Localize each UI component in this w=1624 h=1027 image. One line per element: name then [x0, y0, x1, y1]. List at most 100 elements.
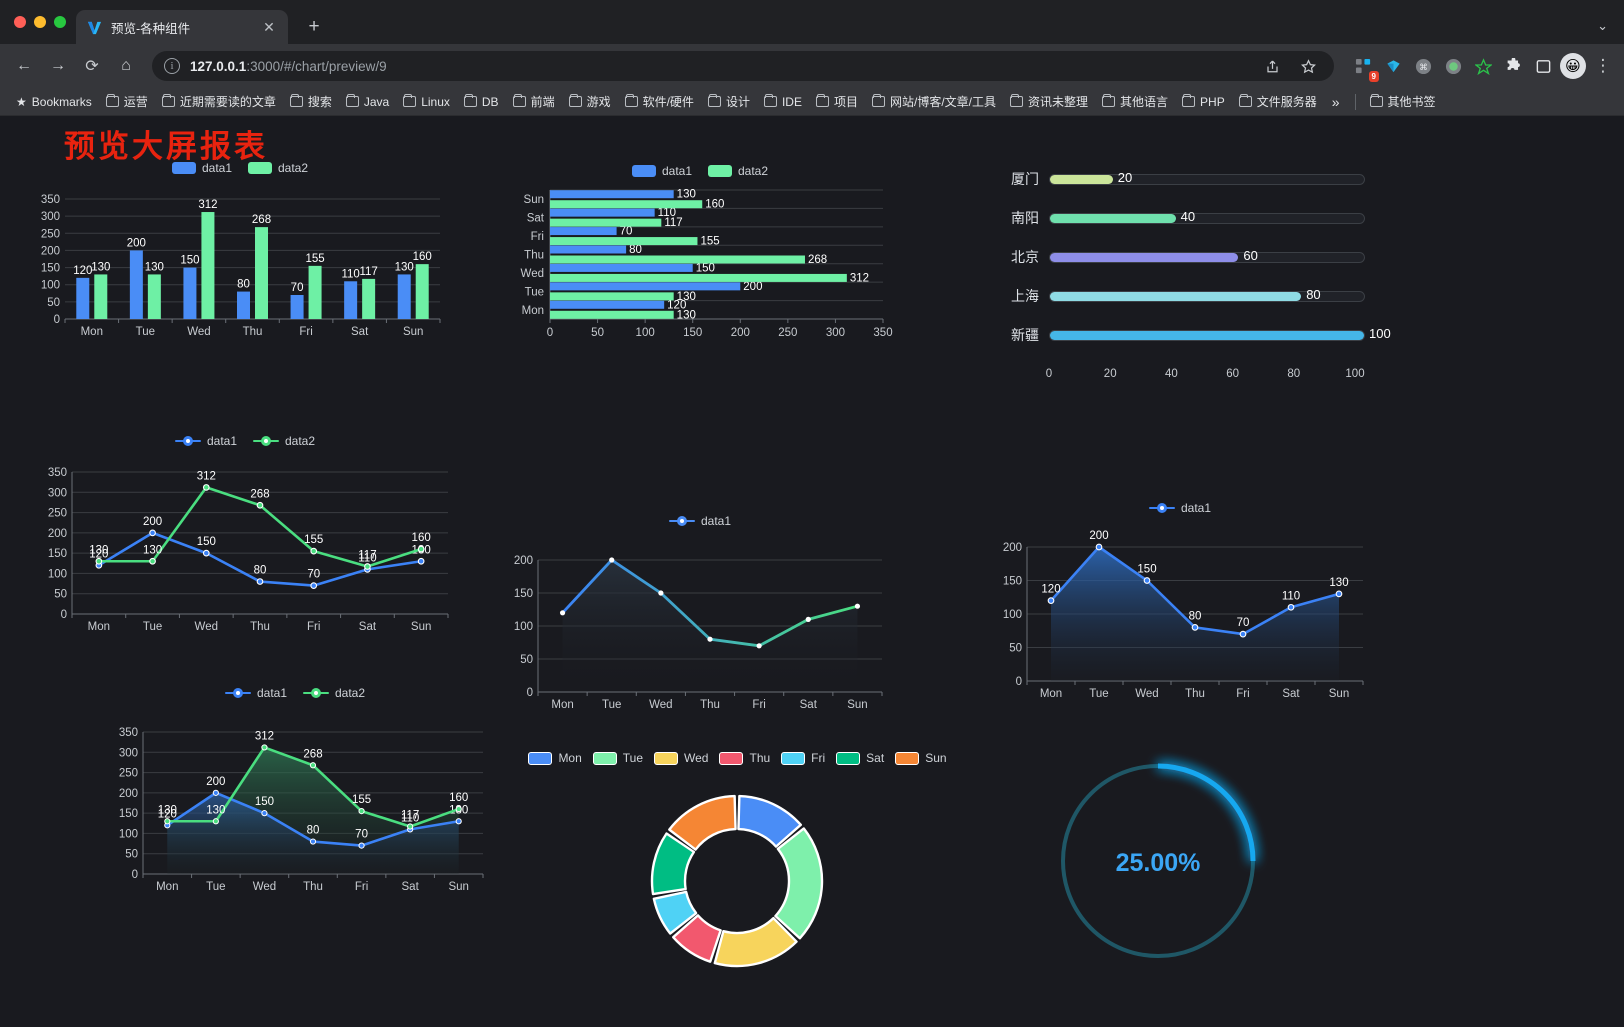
diamond-icon[interactable]: [1380, 53, 1406, 79]
svg-text:130: 130: [395, 261, 414, 273]
minimize-window-button[interactable]: [34, 16, 46, 28]
svg-text:250: 250: [41, 228, 60, 240]
legend-swatch-icon: [631, 165, 656, 177]
legend-item[interactable]: data1: [668, 514, 732, 528]
svg-text:0: 0: [547, 327, 553, 339]
svg-text:300: 300: [48, 487, 67, 499]
progress-bar-track[interactable]: 20: [1049, 170, 1365, 185]
progress-bar-track[interactable]: 100: [1049, 326, 1391, 341]
legend-item[interactable]: Wed: [654, 751, 708, 765]
sidepanel-icon[interactable]: [1530, 53, 1556, 79]
legend-item[interactable]: Sun: [895, 751, 947, 765]
chart-legend: data1: [985, 501, 1375, 515]
extensions-grid-icon[interactable]: 9: [1350, 53, 1379, 82]
progress-bar-row[interactable]: 厦门 20: [995, 166, 1365, 192]
legend-item[interactable]: Mon: [528, 751, 582, 765]
horizontal-bar-chart-svg[interactable]: 1201302001301503128026870155110117130160…: [505, 184, 895, 354]
bookmarks-overflow-button[interactable]: »: [1331, 93, 1340, 110]
legend-line-icon: [174, 436, 201, 446]
legend-item[interactable]: data1: [171, 161, 232, 175]
progress-bar-row[interactable]: 北京 60: [995, 244, 1365, 270]
bookmark-folder[interactable]: 近期需要读的文章: [156, 90, 282, 113]
legend-item[interactable]: data1: [224, 686, 287, 700]
legend-item[interactable]: data2: [253, 434, 315, 448]
bookmark-folder[interactable]: 网站/博客/文章/工具: [866, 90, 1002, 113]
gauge-chart-svg[interactable]: 25.00%: [1040, 736, 1280, 996]
back-arrow-icon[interactable]: ←: [16, 57, 32, 74]
bookmark-folder[interactable]: 文件服务器: [1233, 90, 1323, 113]
site-info-icon[interactable]: i: [164, 58, 180, 74]
gradient-line-chart-svg[interactable]: 0 50 100 150 200 Mon Tue Wed Thu Fri Sat Sun: [500, 534, 900, 724]
area-line-chart-svg[interactable]: 0 50 100 150 200 120 200 150 80 70 110 130 Mon Tue Wed…: [985, 521, 1375, 711]
browser-tab[interactable]: 预览-各种组件 ✕: [76, 10, 288, 44]
legend-item[interactable]: data1: [631, 164, 692, 178]
forward-arrow-icon[interactable]: →: [50, 57, 66, 74]
svg-text:Tue: Tue: [525, 286, 544, 298]
progress-bar-track[interactable]: 80: [1049, 287, 1365, 302]
legend-item[interactable]: data1: [1148, 501, 1211, 515]
svg-text:100: 100: [119, 828, 138, 840]
folder-icon: [161, 93, 175, 107]
bookmark-folder[interactable]: PHP: [1176, 92, 1231, 112]
bookmark-folder[interactable]: 设计: [702, 90, 756, 113]
bookmark-folder[interactable]: DB: [458, 92, 505, 112]
close-window-button[interactable]: [14, 16, 26, 28]
address-bar[interactable]: i 127.0.0.1:3000/#/chart/preview/9: [152, 51, 1334, 81]
folder-icon: [1369, 93, 1383, 107]
bookmark-folder[interactable]: Linux: [397, 92, 456, 112]
legend-item[interactable]: data1: [174, 434, 237, 448]
bookmark-folder[interactable]: 项目: [810, 90, 864, 113]
legend-swatch-icon: [895, 751, 920, 765]
legend-item[interactable]: Tue: [592, 751, 643, 765]
puzzle-icon[interactable]: [1500, 53, 1526, 79]
command-circle-icon[interactable]: ⌘: [1410, 53, 1436, 79]
legend-item[interactable]: Sat: [836, 751, 884, 765]
bookmark-folder[interactable]: 搜索: [284, 90, 338, 113]
star-outline-green-icon[interactable]: [1470, 53, 1496, 79]
share-icon[interactable]: [1256, 50, 1288, 82]
bookmark-folder[interactable]: 游戏: [563, 90, 617, 113]
progress-bar-track[interactable]: 60: [1049, 248, 1365, 263]
green-circle-icon[interactable]: [1440, 53, 1466, 79]
other-bookmarks-folder[interactable]: 其他书签: [1364, 90, 1442, 113]
svg-text:25.00%: 25.00%: [1116, 849, 1201, 877]
bookmark-folder[interactable]: 软件/硬件: [619, 90, 700, 113]
vertical-bar-chart-svg[interactable]: 0501001502002503003501201302001301503128…: [30, 181, 450, 346]
legend-item[interactable]: data2: [708, 164, 768, 178]
reload-icon[interactable]: ⟳: [85, 58, 99, 75]
svg-text:100: 100: [514, 621, 533, 633]
bookmark-folder[interactable]: 运营: [100, 90, 154, 113]
bookmark-folder[interactable]: 前端: [507, 90, 561, 113]
bookmark-folder[interactable]: 其他语言: [1096, 90, 1174, 113]
bookmark-folder[interactable]: Java: [340, 92, 395, 112]
bookmark-folder[interactable]: IDE: [758, 92, 808, 112]
bookmark-folder[interactable]: 资讯未整理: [1004, 90, 1094, 113]
close-icon[interactable]: ✕: [263, 19, 275, 35]
progress-bar-row[interactable]: 新疆 100: [995, 322, 1391, 348]
legend-swatch-icon: [171, 162, 196, 174]
svg-text:130: 130: [158, 804, 177, 816]
kebab-menu-icon[interactable]: ⋮: [1594, 56, 1612, 75]
progress-bar-track[interactable]: 40: [1049, 209, 1365, 224]
svg-text:160: 160: [449, 792, 468, 804]
chevron-down-icon[interactable]: ⌄: [1597, 18, 1608, 33]
legend-item[interactable]: data2: [248, 161, 308, 175]
legend-item[interactable]: Fri: [781, 751, 825, 765]
star-icon[interactable]: [1292, 50, 1324, 82]
legend-item[interactable]: data2: [303, 686, 365, 700]
legend-item[interactable]: Thu: [719, 751, 770, 765]
bookmark-label: DB: [481, 94, 499, 109]
folder-icon: [763, 93, 777, 107]
bookmark-manager-entry[interactable]: ★ Bookmarks: [10, 92, 98, 112]
progress-bar-row[interactable]: 上海 80: [995, 283, 1365, 309]
dual-area-chart-svg[interactable]: 0 50 100 150 200 250 300 350 120 200 150 80 70 110 130…: [95, 706, 495, 906]
profile-avatar-icon[interactable]: 😀: [1560, 53, 1586, 79]
new-tab-button[interactable]: +: [308, 15, 320, 37]
dual-line-chart-svg[interactable]: 0 50 100 150 200 250 300 350 120 200 150 80 70 110 130…: [30, 454, 460, 644]
maximize-window-button[interactable]: [54, 16, 66, 28]
progress-bar-row[interactable]: 南阳 40: [995, 205, 1365, 231]
legend-label: data1: [700, 514, 732, 528]
home-icon[interactable]: ⌂: [121, 57, 131, 74]
donut-chart-svg[interactable]: [515, 773, 960, 988]
svg-text:60: 60: [1226, 368, 1239, 380]
